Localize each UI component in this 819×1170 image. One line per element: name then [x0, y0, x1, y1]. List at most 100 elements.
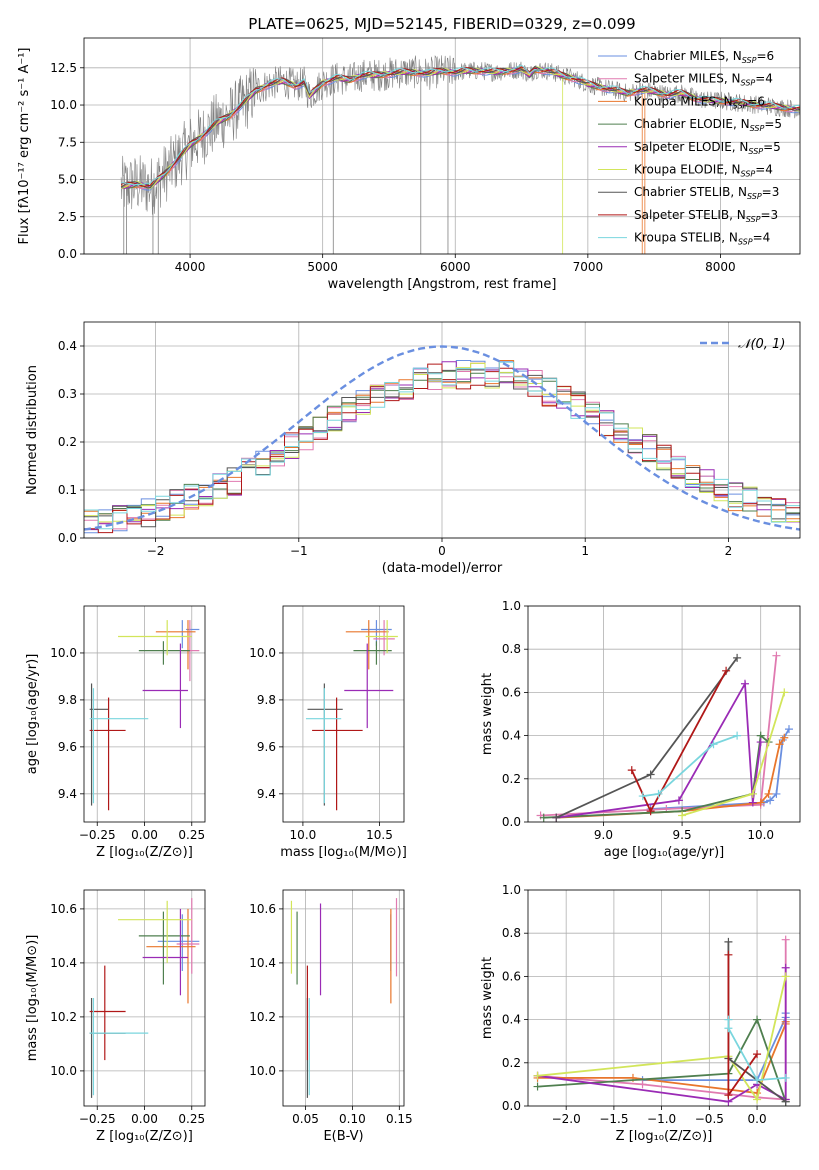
tick-label-x: −0.25 [79, 1112, 116, 1126]
ticks: 9.0 9.5 10.0 0.0 0.2 0.4 0.6 0.8 1.0 [502, 599, 774, 842]
mass-weight-point [753, 1095, 762, 1104]
tick-label-y: 10.2 [249, 1010, 276, 1024]
panel-age-vs-mass: 10.0 10.5 9.4 9.6 9.8 10.0 mass [log₁₀(M/M⊙)] [249, 605, 407, 860]
tick-label-y: 1.0 [502, 599, 521, 613]
mass-weight-point [753, 1076, 762, 1085]
mass-weight-point [780, 688, 789, 697]
mass-weight-point [733, 653, 742, 662]
legend-label: Chabrier STELIB, NSSP=3 [634, 185, 779, 201]
panel-massweight-vs-age: 9.0 9.5 10.0 0.0 0.2 0.4 0.6 0.8 1.0 age [log₁₀(a… [480, 599, 801, 860]
ticks: −0.25 0.00 0.25 10.0 10.2 10.4 10.6 [50, 902, 205, 1126]
mass-weight-point [772, 789, 781, 798]
tick-label-y: 0.4 [58, 339, 77, 353]
legend-count: =5 [764, 117, 782, 131]
tick-label-y: 7.5 [58, 135, 77, 149]
x-axis-label: (data-model)/error [382, 561, 503, 576]
observed-spectrum [120, 55, 800, 215]
tick-label-y: 2.5 [58, 210, 77, 224]
legend-label: Kroupa ELODIE, NSSP=4 [634, 163, 773, 179]
legend-subscript: SSP [733, 101, 748, 110]
tick-label-y: 12.5 [50, 61, 77, 75]
tick-label-x: 4000 [175, 260, 206, 274]
tick-label-x: 5000 [307, 260, 338, 274]
panel-age-vs-Z: −0.25 0.00 0.25 9.4 9.6 9.8 10.0 Z [log₁₀(Z/Z⊙)… [25, 605, 206, 860]
ticks: −2 −1 0 1 2 0.0 0.1 0.2 0.3 0.4 [58, 339, 732, 558]
plot-area [533, 935, 790, 1106]
legend-subscript: SSP [746, 215, 761, 224]
tick-label-y: 9.6 [257, 740, 276, 754]
axes-frame [83, 321, 801, 539]
mass-weight-point [781, 1073, 790, 1082]
mass-weight-point [724, 937, 733, 946]
legend-text: Salpeter STELIB, N [634, 208, 746, 222]
mass-weight-point [724, 1091, 733, 1100]
mass-weight-point [722, 666, 731, 675]
mass-weight-point [709, 740, 718, 749]
tick-label-y: 0.4 [502, 729, 521, 743]
model-spectrum-line [120, 66, 800, 187]
legend-label: Kroupa STELIB, NSSP=4 [634, 231, 770, 247]
legend-text: Chabrier ELODIE, N [634, 117, 750, 131]
legend-text: Chabrier STELIB, N [634, 185, 747, 199]
tick-label-x: 0.25 [178, 828, 205, 842]
tick-label-y: 0.1 [58, 483, 77, 497]
normal-curve [84, 345, 800, 531]
plot-area [290, 898, 398, 1098]
mass-weight-point [533, 1071, 542, 1080]
tick-label-x: −1.5 [599, 1112, 628, 1126]
panel-mass-vs-Z: −0.25 0.00 0.25 10.0 10.2 10.4 10.6 Z [log₁₀(Z/… [25, 889, 206, 1144]
mass-weight-line [540, 655, 778, 817]
legend-label: Chabrier MILES, NSSP=6 [634, 49, 774, 65]
tick-label-x: 10.0 [290, 828, 317, 842]
legend-count: =3 [762, 185, 780, 199]
ticks: 4000 5000 6000 7000 8000 0.0 2.5 5.0 7.5 10.0 12.5 [50, 61, 735, 274]
mass-weight-point [748, 789, 757, 798]
x-axis-label: mass [log₁₀(M/M⊙)] [280, 845, 407, 860]
panel-residuals: −2 −1 0 1 2 0.0 0.1 0.2 0.3 0.4 (data-model)/error… [25, 321, 801, 576]
tick-label-y: 10.0 [50, 1064, 77, 1078]
plot-area [84, 345, 800, 534]
mass-weight-point [733, 731, 742, 740]
tick-label-y: 1.0 [502, 883, 521, 897]
legend-subscript: SSP [750, 124, 765, 133]
axes-frame [83, 889, 206, 1107]
mass-weight-point [646, 807, 655, 816]
mass-weight-point [775, 740, 784, 749]
model-spectrum-line [121, 64, 800, 186]
legend-text: Chabrier MILES, N [634, 49, 742, 63]
x-axis-label: Z [log₁₀(Z/Z⊙)] [96, 845, 193, 860]
mass-weight-point [753, 1050, 762, 1059]
grid [283, 890, 404, 1106]
legend-count: =4 [753, 231, 771, 245]
tick-label-y: 0.2 [58, 435, 77, 449]
mass-weight-point [764, 789, 773, 798]
axes-frame [282, 605, 405, 823]
tick-label-y: 0.2 [502, 772, 521, 786]
tick-label-y: 0.3 [58, 387, 77, 401]
mass-weight-point [740, 679, 749, 688]
tick-label-y: 10.0 [249, 646, 276, 660]
plot-area [89, 620, 200, 811]
panel-mass-vs-EBV: 0.05 0.10 0.15 10.0 10.2 10.4 10.6 E(B-V) [249, 889, 413, 1144]
tick-label-y: 9.8 [58, 693, 77, 707]
mass-weight-point [552, 813, 561, 822]
tick-label-y: 9.8 [257, 693, 276, 707]
axes-frame [527, 889, 801, 1107]
legend-count: =6 [756, 49, 774, 63]
ticks: 10.0 10.5 9.4 9.6 9.8 10.0 [249, 646, 393, 842]
tick-label-y: 10.0 [50, 646, 77, 660]
grid [84, 606, 205, 822]
residual-histogram [84, 361, 800, 530]
legend-text: Salpeter ELODIE, N [634, 140, 748, 154]
legend-subscript: SSP [748, 147, 763, 156]
plot-area [305, 620, 398, 811]
mass-weight-point [781, 935, 790, 944]
legend-text: Salpeter MILES, N [634, 72, 741, 86]
mass-weight-point [678, 811, 687, 820]
tick-label-y: 10.0 [249, 1064, 276, 1078]
tick-label-x: 1 [581, 544, 589, 558]
tick-label-y: 0.0 [58, 531, 77, 545]
y-axis-label: mass weight [480, 673, 495, 755]
mass-weight-point [766, 796, 775, 805]
